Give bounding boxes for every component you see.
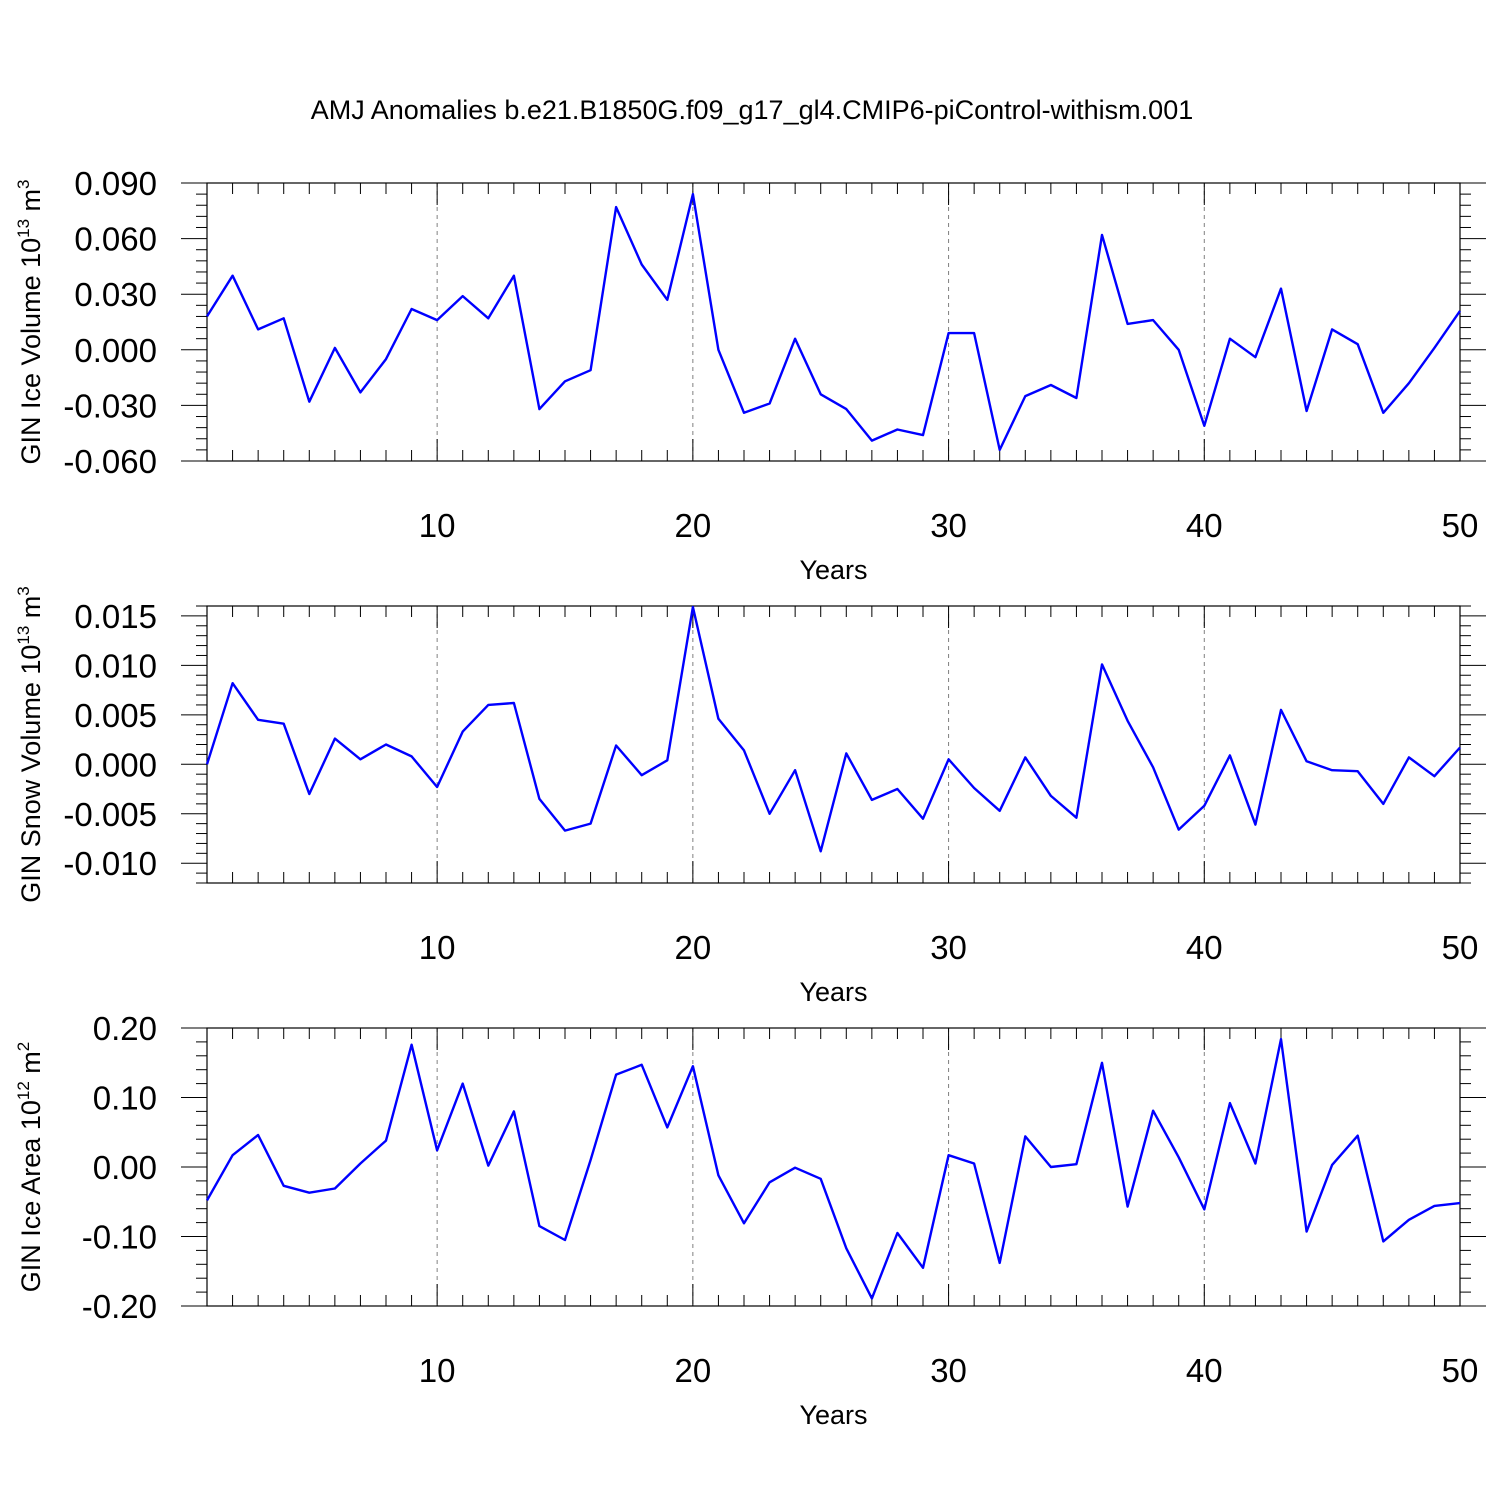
series-line — [205, 1037, 1461, 1300]
x-tick-label: 40 — [1186, 1352, 1223, 1389]
y-tick-label: -0.20 — [82, 1288, 157, 1325]
plot-frame — [206, 605, 1461, 884]
y-tick-label: 0.015 — [74, 598, 157, 635]
x-tick-label: 20 — [674, 507, 711, 544]
y-tick-label: 0.000 — [74, 746, 157, 783]
x-tick-label: 40 — [1186, 929, 1223, 966]
x-tick-label: 50 — [1442, 1352, 1479, 1389]
x-tick-label: 50 — [1442, 929, 1479, 966]
x-axis-label: Years — [799, 555, 867, 585]
y-tick-label: 0.00 — [93, 1149, 157, 1186]
y-tick-label: 0.010 — [74, 647, 157, 684]
x-tick-label: 20 — [674, 1352, 711, 1389]
x-axis-label: Years — [799, 977, 867, 1007]
panels: -0.060 -0.030 0.000 0.030 0.060 0.090 10 20 30 40… — [14, 165, 1486, 1430]
plot-frame — [206, 182, 1461, 462]
y-tick-label: 0.000 — [74, 332, 157, 369]
x-tick-label: 50 — [1442, 507, 1479, 544]
y-tick-label: 0.090 — [74, 165, 157, 202]
y-tick-label: -0.010 — [63, 845, 157, 882]
y-tick-label: 0.005 — [74, 697, 157, 734]
plot-frame — [206, 1027, 1461, 1307]
panel-2: -0.010 -0.005 0.000 0.005 0.010 0.015 10 20 30 40… — [14, 586, 1486, 1007]
y-tick-label: -0.030 — [63, 387, 157, 424]
series-line — [205, 192, 1461, 452]
series-line — [205, 605, 1461, 853]
y-axis-label: GIN Snow Volume 1013 m3 — [14, 586, 46, 903]
y-axis-label: GIN Ice Area 1012 m2 — [14, 1042, 46, 1293]
y-tick-label: 0.060 — [74, 221, 157, 258]
y-tick-label: -0.005 — [63, 796, 157, 833]
x-tick-label: 30 — [930, 1352, 967, 1389]
x-tick-label: 20 — [674, 929, 711, 966]
x-tick-label: 10 — [419, 929, 456, 966]
x-tick-label: 30 — [930, 929, 967, 966]
panel-3: -0.20 -0.10 0.00 0.10 0.20 10 20 30 40 50 Years GIN… — [14, 1010, 1486, 1430]
y-tick-label: 0.20 — [93, 1010, 157, 1047]
panel-1: -0.060 -0.030 0.000 0.030 0.060 0.090 10 20 30 40… — [14, 165, 1486, 585]
x-tick-label: 40 — [1186, 507, 1223, 544]
y-axis-label: GIN Ice Volume 1013 m3 — [14, 179, 46, 464]
y-tick-label: 0.10 — [93, 1080, 157, 1117]
x-tick-label: 10 — [419, 1352, 456, 1389]
x-axis-label: Years — [799, 1400, 867, 1430]
y-tick-label: -0.10 — [82, 1219, 157, 1256]
x-tick-label: 30 — [930, 507, 967, 544]
chart-title: AMJ Anomalies b.e21.B1850G.f09_g17_gl4.C… — [311, 95, 1193, 125]
x-tick-label: 10 — [419, 507, 456, 544]
y-tick-label: 0.030 — [74, 276, 157, 313]
y-tick-label: -0.060 — [63, 443, 157, 480]
